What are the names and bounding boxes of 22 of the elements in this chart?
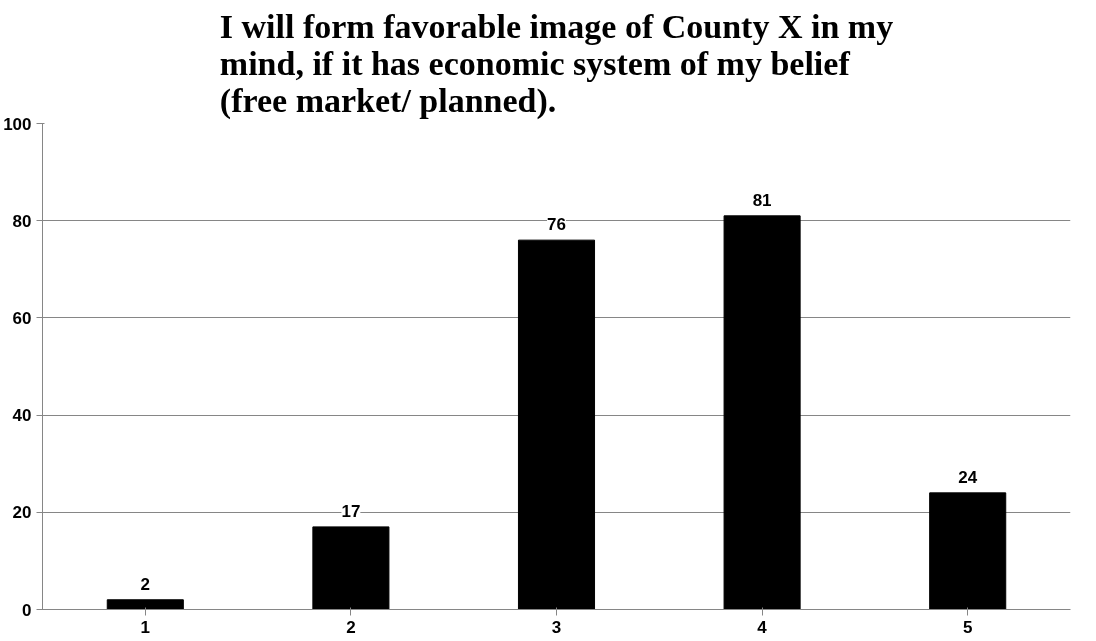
x-tick-label: 2 xyxy=(346,617,356,637)
x-tick-label: 4 xyxy=(757,617,768,637)
data-label: 2 xyxy=(140,574,151,594)
x-tick-label: 3 xyxy=(551,617,562,637)
bar xyxy=(312,526,390,610)
data-label: 81 xyxy=(752,190,772,210)
x-tick-label: 5 xyxy=(962,617,973,637)
bar xyxy=(106,599,184,610)
data-label: 17 xyxy=(341,501,361,521)
y-tick-label: 0 xyxy=(22,600,32,620)
bar xyxy=(929,492,1007,610)
y-tick-label: 40 xyxy=(12,406,32,426)
chart-title: I will form favorable image of County X in my mind, if it has economic system of my belief (free market/ planned). xyxy=(219,7,894,120)
x-tick-label: 1 xyxy=(140,617,151,637)
bar xyxy=(517,239,596,610)
data-label: 24 xyxy=(958,467,978,487)
bar xyxy=(723,215,801,610)
y-tick-label: 100 xyxy=(3,114,32,134)
y-tick-label: 20 xyxy=(12,503,32,523)
y-tick-label: 80 xyxy=(12,211,32,231)
y-tick-label: 60 xyxy=(12,308,32,328)
data-label: 76 xyxy=(547,215,566,235)
